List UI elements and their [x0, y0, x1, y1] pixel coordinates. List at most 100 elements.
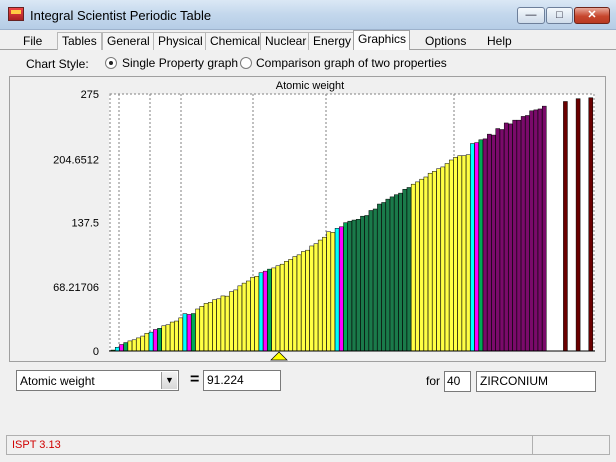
bar-chart: Atomic weight 275 204.6512 137.5 68.21706 0: [53, 80, 595, 361]
bar: [140, 335, 145, 352]
bar: [322, 236, 327, 352]
bar: [246, 280, 251, 352]
chevron-down-icon[interactable]: ▼: [161, 372, 177, 389]
status-divider: [532, 436, 533, 454]
tab-energy[interactable]: Energy: [308, 32, 357, 50]
bar: [343, 222, 348, 352]
tab-options[interactable]: Options: [425, 34, 467, 48]
tab-help[interactable]: Help: [487, 34, 512, 48]
bar: [427, 172, 433, 352]
property-value-field[interactable]: 91.224: [203, 370, 281, 391]
tab-file[interactable]: File: [23, 34, 43, 48]
bar: [563, 101, 568, 352]
tab-chemical[interactable]: Chemical: [205, 32, 266, 50]
bar: [520, 116, 526, 352]
bar: [512, 119, 517, 352]
bar: [250, 276, 255, 352]
selected-element-marker: [270, 351, 288, 361]
bar: [195, 308, 200, 352]
bar: [165, 324, 171, 352]
equals-sign: =: [190, 371, 200, 388]
maximize-button[interactable]: □: [546, 7, 573, 24]
tab-general[interactable]: General: [102, 32, 155, 50]
bar: [296, 254, 302, 352]
bar: [457, 155, 462, 352]
for-label: for: [426, 374, 441, 388]
bar: [271, 267, 276, 352]
bar: [114, 347, 120, 352]
single-property-label[interactable]: Single Property graph: [122, 56, 239, 70]
tab-tables[interactable]: Tables: [57, 32, 102, 50]
tab-graphics[interactable]: Graphics: [353, 30, 410, 50]
bar: [465, 154, 471, 352]
bar: [449, 159, 454, 352]
bar: [334, 228, 340, 352]
bar: [313, 243, 319, 352]
bar: [487, 133, 492, 352]
bar: [482, 138, 488, 352]
single-property-radio[interactable]: [105, 57, 117, 69]
bar: [178, 317, 183, 352]
bar: [275, 265, 281, 352]
comparison-graph-radio[interactable]: [240, 57, 252, 69]
bar: [229, 291, 234, 352]
bar: [533, 109, 539, 352]
menu-tab-bar: File Tables General Physical Chemical Nu…: [0, 30, 616, 50]
property-select-value: Atomic weight: [20, 374, 95, 388]
minimize-button[interactable]: —: [517, 7, 545, 24]
tab-physical[interactable]: Physical: [153, 32, 208, 50]
chart-title: Atomic weight: [276, 80, 344, 92]
bar: [136, 337, 141, 352]
bar: [453, 157, 458, 352]
bar: [495, 128, 501, 352]
y-tick-label: 0: [93, 346, 99, 358]
property-select[interactable]: Atomic weight ▼: [16, 370, 179, 391]
maximize-icon: □: [556, 9, 563, 21]
bar: [153, 329, 158, 352]
bar: [419, 178, 424, 352]
bar: [525, 115, 530, 352]
bar: [330, 232, 336, 352]
chart-style-label: Chart Style:: [26, 57, 89, 71]
window-title: Integral Scientist Periodic Table: [30, 8, 212, 23]
bar: [212, 299, 217, 352]
bar: [309, 245, 314, 352]
minimize-icon: —: [525, 9, 537, 21]
comparison-graph-label[interactable]: Comparison graph of two properties: [256, 56, 447, 70]
bar: [123, 342, 128, 352]
bar: [292, 256, 298, 352]
bar: [174, 320, 179, 352]
bar: [326, 231, 331, 352]
bar: [237, 285, 243, 352]
bar: [279, 263, 285, 352]
bar: [377, 203, 382, 352]
bar: [241, 282, 247, 352]
bar: [199, 306, 205, 352]
bar: [186, 314, 192, 352]
bar: [575, 98, 581, 352]
bar: [355, 219, 361, 352]
bar: [254, 276, 260, 352]
bar: [470, 143, 475, 352]
bar: [588, 97, 594, 352]
bar: [499, 129, 505, 352]
bar: [288, 259, 293, 352]
bar: [402, 189, 408, 352]
bar: [339, 226, 344, 352]
close-button[interactable]: ✕: [574, 7, 610, 24]
bar: [119, 344, 124, 352]
bar: [148, 331, 154, 352]
atomic-number-field[interactable]: 40: [444, 371, 471, 392]
bar: [233, 289, 238, 352]
bar: [440, 166, 446, 352]
close-icon: ✕: [587, 9, 597, 21]
element-name-field[interactable]: ZIRCONIUM: [476, 371, 596, 392]
tab-nuclear[interactable]: Nuclear: [260, 32, 312, 50]
bar: [191, 313, 196, 352]
bar: [508, 123, 513, 352]
bar: [394, 194, 399, 352]
bar: [415, 181, 420, 352]
bar: [216, 298, 221, 352]
plot-frame: [109, 93, 595, 352]
bar: [305, 249, 310, 352]
